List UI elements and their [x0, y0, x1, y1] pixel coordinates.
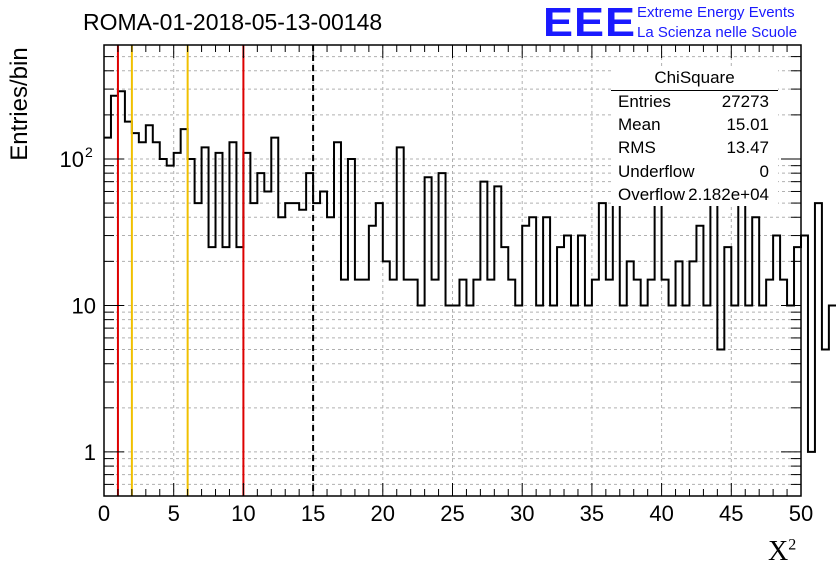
stat-row-mean: Mean 15.01 [618, 115, 775, 137]
stat-value: 2.182e+04 [688, 185, 769, 204]
logo-line-1: Extreme Energy Events [637, 4, 795, 21]
stats-box: ChiSquare Entries 27273 Mean 15.01 RMS 1… [611, 66, 778, 206]
x-tick-label: 45 [719, 501, 743, 526]
y-tick-label-exponent: 2 [85, 144, 93, 160]
stat-value: 0 [759, 162, 769, 181]
x-axis-label-sup: 2 [788, 536, 797, 554]
histogram-series [104, 90, 836, 453]
x-tick-label: 10 [231, 501, 255, 526]
logo-line-2: La Scienza nelle Scuole [637, 24, 798, 41]
stat-value: 27273 [721, 92, 769, 111]
chart-title: ROMA-01-2018-05-13-00148 [83, 9, 383, 35]
stat-value: 13.47 [726, 138, 769, 157]
stat-label: Overflow [618, 185, 686, 204]
stat-label: Entries [618, 92, 671, 111]
x-tick-label: 20 [371, 501, 395, 526]
y-axis-label: Entries/bin [6, 47, 33, 161]
grid-lines [104, 45, 801, 496]
eee-logo: EEE [543, 0, 637, 46]
stat-row-entries: Entries 27273 [618, 92, 775, 114]
x-tick-label: 30 [510, 501, 534, 526]
x-tick-label: 50 [789, 501, 813, 526]
x-axis-label-base: X [768, 536, 789, 567]
y-tick-label: 10 [60, 147, 84, 172]
stats-title: ChiSquare [611, 68, 778, 91]
x-tick-label: 25 [440, 501, 464, 526]
y-tick-label: 1 [84, 440, 96, 465]
stat-row-overflow: Overflow 2.182e+04 [618, 185, 775, 207]
reference-lines [116, 45, 315, 496]
stat-value: 15.01 [726, 115, 769, 134]
y-tick-label: 10 [72, 293, 96, 318]
histogram-step-line [104, 90, 836, 453]
stat-label: Mean [618, 115, 661, 134]
stat-label: Underflow [618, 162, 695, 181]
x-tick-label: 0 [98, 501, 110, 526]
stat-row-rms: RMS 13.47 [618, 138, 775, 160]
x-tick-label: 35 [580, 501, 604, 526]
stat-label: RMS [618, 138, 656, 157]
x-axis-label: X2 [768, 536, 796, 568]
x-tick-label: 5 [168, 501, 180, 526]
x-tick-label: 40 [649, 501, 673, 526]
x-tick-label: 15 [301, 501, 325, 526]
stat-row-underflow: Underflow 0 [618, 162, 775, 184]
